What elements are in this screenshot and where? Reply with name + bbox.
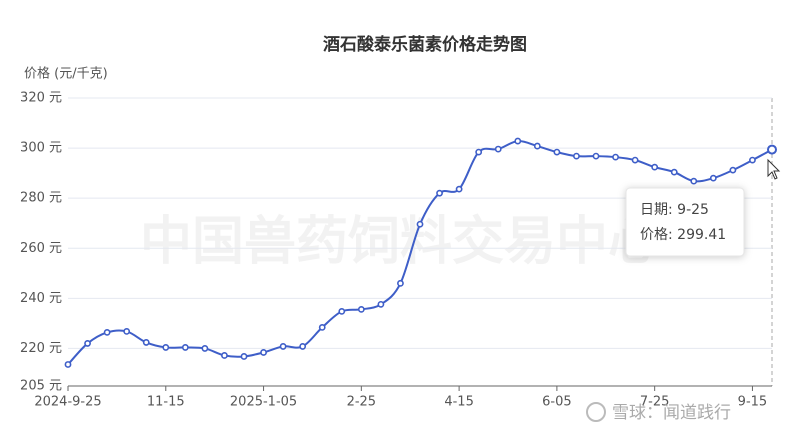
watermark: 中国兽药饲料交易中心 bbox=[140, 212, 660, 272]
x-tick-label: 2024-9-25 bbox=[34, 395, 101, 410]
cursor bbox=[767, 158, 781, 180]
point bbox=[201, 345, 209, 352]
point bbox=[709, 174, 717, 182]
x-tick-label: 2025-1-05 bbox=[230, 395, 297, 410]
point bbox=[573, 152, 580, 160]
point bbox=[318, 323, 326, 331]
tooltip-date: 日期: 9-25 bbox=[640, 202, 709, 218]
point bbox=[631, 156, 639, 164]
point bbox=[592, 152, 600, 160]
point bbox=[612, 153, 619, 161]
y-tick-label: 300 元 bbox=[20, 141, 62, 156]
point bbox=[240, 353, 248, 360]
x-tick-label: 6-05 bbox=[542, 395, 572, 410]
point bbox=[299, 343, 307, 350]
point bbox=[533, 142, 541, 150]
point bbox=[357, 305, 365, 313]
point bbox=[142, 339, 150, 346]
point bbox=[221, 352, 228, 359]
point bbox=[670, 168, 678, 176]
point bbox=[377, 300, 385, 308]
point bbox=[84, 340, 91, 347]
footer: 雪球：闻道践行 bbox=[612, 403, 731, 423]
point bbox=[397, 279, 404, 287]
y-tick-label: 320 元 bbox=[20, 91, 62, 106]
point bbox=[651, 163, 659, 171]
point bbox=[514, 137, 522, 145]
x-tick-label: 9-15 bbox=[738, 395, 768, 410]
point bbox=[475, 148, 483, 156]
footer-logo bbox=[586, 402, 606, 422]
y-axis-title: 价格 (元/千克) bbox=[24, 66, 108, 82]
point bbox=[338, 307, 346, 315]
point bbox=[494, 145, 502, 153]
tooltip: 日期: 9-25 价格: 299.41 bbox=[625, 187, 745, 257]
point bbox=[260, 349, 267, 356]
y-tick-label: 260 元 bbox=[20, 241, 62, 256]
point bbox=[767, 144, 777, 155]
point bbox=[64, 361, 72, 368]
point bbox=[553, 148, 561, 156]
y-tick-label: 240 元 bbox=[20, 291, 62, 306]
point bbox=[436, 189, 443, 197]
chart-title: 酒石酸泰乐菌素价格走势图 bbox=[323, 34, 527, 55]
y-tick-label: 205 元 bbox=[20, 379, 62, 394]
point bbox=[455, 185, 463, 193]
x-tick-label: 11-15 bbox=[147, 395, 185, 410]
x-tick-label: 4-15 bbox=[444, 395, 474, 410]
point bbox=[162, 344, 170, 351]
tooltip-value: 价格: 299.41 bbox=[640, 227, 726, 243]
point bbox=[279, 343, 287, 350]
point bbox=[690, 177, 698, 185]
point bbox=[123, 328, 131, 335]
tooltip-box bbox=[625, 187, 745, 257]
point bbox=[749, 156, 756, 164]
point bbox=[181, 344, 189, 351]
x-tick-label: 7-25 bbox=[640, 395, 670, 410]
point bbox=[103, 329, 111, 336]
y-tick-label: 220 元 bbox=[20, 341, 62, 356]
point bbox=[416, 220, 424, 228]
y-tick-label: 280 元 bbox=[20, 191, 62, 206]
x-tick-label: 2-25 bbox=[347, 395, 377, 410]
point bbox=[729, 166, 737, 174]
